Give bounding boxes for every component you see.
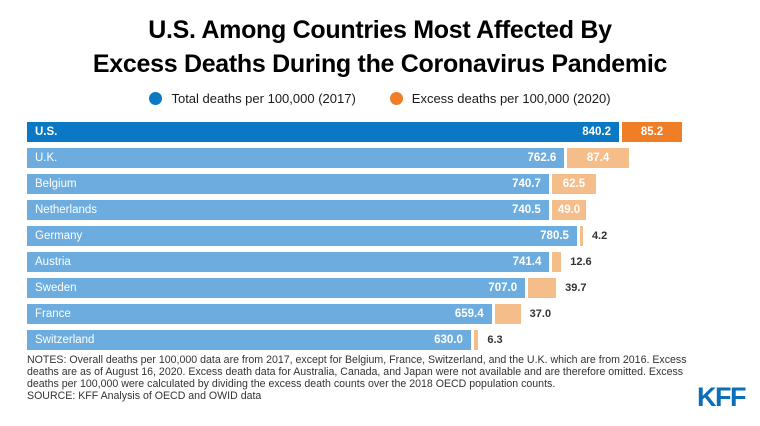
total-deaths-bar: U.K. 762.6 [27,148,565,168]
total-deaths-bar: Belgium 740.7 [27,174,549,194]
excess-deaths-bar [528,278,557,298]
total-deaths-value: 780.5 [540,230,569,242]
blue-dot-icon [149,91,163,105]
bar-row: Germany 780.5 4.2 [27,226,733,246]
total-deaths-bar: France 659.4 [27,304,492,324]
country-label: U.K. [35,152,58,164]
country-label: Sweden [35,282,77,294]
excess-deaths-value: 85.2 [640,126,664,138]
total-deaths-bar: Sweden 707.0 [27,278,526,298]
legend-label-excess-deaths: Excess deaths per 100,000 (2020) [411,90,611,106]
total-deaths-value: 630.0 [434,334,463,346]
total-deaths-bar: Switzerland 630.0 [27,330,471,350]
notes-text: NOTES: Overall deaths per 100,000 data a… [27,354,687,390]
excess-deaths-bar: 49.0 [551,200,587,220]
orange-dot-icon [389,91,403,105]
total-deaths-bar: U.S. 840.2 [27,122,619,142]
total-deaths-value: 762.6 [527,152,557,164]
excess-deaths-bar: 85.2 [622,122,683,142]
bar-row: Austria 741.4 12.6 [27,252,733,272]
bar-row: Switzerland 630.0 6.3 [27,330,733,350]
total-deaths-value: 740.7 [512,178,541,190]
total-deaths-value: 840.2 [582,126,611,138]
country-label: Netherlands [35,204,98,216]
excess-deaths-value: 4.2 [591,230,608,242]
legend-item-total-deaths: Total deaths per 100,000 (2017) [149,90,356,106]
kff-logo: KFF [697,382,746,412]
source-text: SOURCE: KFF Analysis of OECD and OWID da… [27,389,262,402]
excess-deaths-bar [473,330,479,350]
country-label: Austria [35,256,71,268]
chart-title: U.S. Among Countries Most Affected By Ex… [0,0,760,81]
total-deaths-value: 740.5 [511,204,541,216]
bar-row: U.K. 762.6 87.4 [27,148,733,168]
excess-deaths-value: 6.3 [487,334,503,346]
country-label: Switzerland [35,334,95,346]
total-deaths-bar: Netherlands 740.5 [27,200,549,220]
total-deaths-bar: Austria 741.4 [27,252,550,272]
bar-row: Belgium 740.7 62.5 [27,174,733,194]
excess-deaths-value: 62.5 [562,178,586,190]
total-deaths-value: 707.0 [488,282,518,294]
legend: Total deaths per 100,000 (2017) Excess d… [0,89,760,107]
excess-deaths-bar [579,226,583,246]
excess-deaths-value: 37.0 [529,308,552,320]
excess-deaths-bar [552,252,562,272]
country-label: France [35,308,71,320]
country-label: Belgium [35,178,77,190]
country-label: Germany [35,230,83,242]
excess-deaths-value: 12.6 [570,256,592,268]
bar-row: U.S. 840.2 85.2 [27,122,733,142]
total-deaths-value: 659.4 [454,308,484,320]
bar-row: Sweden 707.0 39.7 [27,278,733,298]
excess-deaths-bar [494,304,521,324]
bar-chart: U.S. 840.2 85.2 U.K. 762.6 87.4 Belgium 740.7 62… [27,122,733,356]
bar-row: France 659.4 37.0 [27,304,733,324]
total-deaths-bar: Germany 780.5 [27,226,577,246]
legend-label-total-deaths: Total deaths per 100,000 (2017) [171,90,356,106]
legend-item-excess-deaths: Excess deaths per 100,000 (2020) [389,90,611,106]
excess-deaths-bar: 87.4 [567,148,629,168]
total-deaths-value: 741.4 [512,256,542,268]
chart-title-line-1: U.S. Among Countries Most Affected By [148,16,612,44]
excess-deaths-value: 39.7 [565,282,587,294]
bar-row: Netherlands 740.5 49.0 [27,200,733,220]
country-label: U.S. [35,126,58,138]
notes-block: NOTES: Overall deaths per 100,000 data a… [27,354,689,403]
excess-deaths-bar: 62.5 [551,174,596,194]
chart-title-line-2: Excess Deaths During the Coronavirus Pan… [92,50,668,78]
excess-deaths-value: 87.4 [586,152,610,164]
excess-deaths-value: 49.0 [557,204,581,216]
